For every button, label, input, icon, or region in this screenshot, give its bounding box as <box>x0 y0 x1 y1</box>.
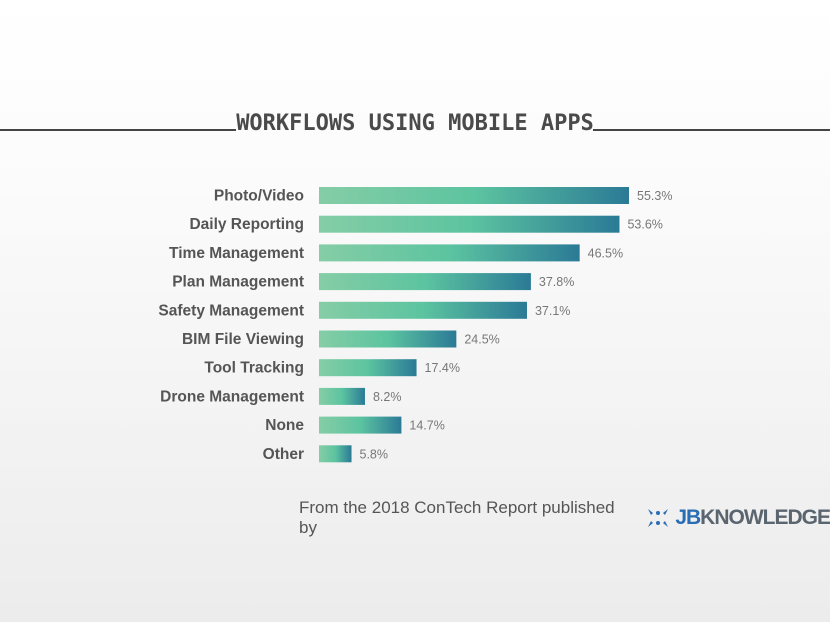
bar <box>319 359 417 377</box>
value-label: 24.5% <box>464 333 499 347</box>
value-label: 14.7% <box>409 419 444 433</box>
bar <box>319 273 531 291</box>
title-rule-right <box>593 129 830 131</box>
bar <box>319 387 365 405</box>
category-label: None <box>265 417 304 434</box>
bar <box>319 330 457 348</box>
category-label: Other <box>263 446 304 463</box>
jbknowledge-logo: JBKNOWLEDGE <box>646 506 830 530</box>
value-label: 53.6% <box>627 218 662 232</box>
category-label: BIM File Viewing <box>182 331 304 348</box>
value-label: 46.5% <box>588 246 623 260</box>
bar <box>319 445 352 463</box>
bar <box>319 244 580 262</box>
category-label: Photo/Video <box>214 188 304 205</box>
category-label: Time Management <box>169 245 304 262</box>
jbknowledge-logo-icon <box>648 509 669 527</box>
value-label: 37.1% <box>535 304 570 318</box>
chart-title: WORKFLOWS USING MOBILE APPS <box>236 111 594 136</box>
category-label: Drone Management <box>160 388 304 405</box>
category-label: Daily Reporting <box>189 216 304 233</box>
value-label: 17.4% <box>425 361 460 375</box>
value-label: 37.8% <box>539 275 574 289</box>
category-label: Safety Management <box>158 302 304 319</box>
bar <box>319 301 527 319</box>
value-label: 55.3% <box>637 189 672 203</box>
value-label: 5.8% <box>360 447 389 461</box>
bar <box>319 215 620 233</box>
category-label: Tool Tracking <box>204 360 304 377</box>
bar <box>319 187 629 204</box>
bar <box>319 416 402 434</box>
footer: From the 2018 ConTech Report published b… <box>299 498 830 538</box>
footer-text: From the 2018 ConTech Report published b… <box>299 498 615 537</box>
value-label: 8.2% <box>373 390 402 404</box>
bar-chart: Photo/Video 55.3% Daily Reporting 53.6% Time… <box>158 187 672 463</box>
title-rule-left <box>0 129 236 131</box>
category-label: Plan Management <box>172 274 304 291</box>
